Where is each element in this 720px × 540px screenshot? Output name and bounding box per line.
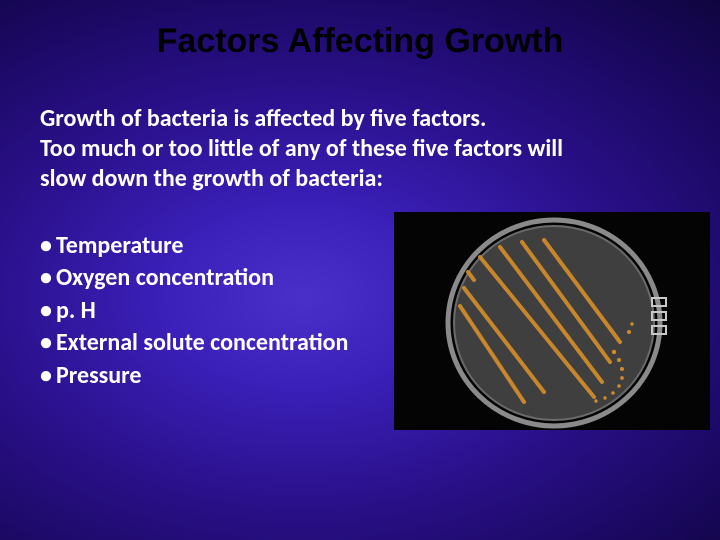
bullet-icon: • <box>40 296 52 325</box>
slide-title-text: Factors Affecting Growth <box>157 22 564 60</box>
list-item-label: Temperature <box>56 231 184 260</box>
list-item: •Temperature <box>40 230 348 262</box>
petri-dish-image <box>394 212 710 430</box>
list-item-label: External solute concentration <box>56 328 348 357</box>
list-item: •p. H <box>40 295 348 327</box>
bullet-icon: • <box>40 263 52 292</box>
slide: Factors Affecting Growth Growth of bacte… <box>0 0 720 540</box>
intro-paragraph: Growth of bacteria is affected by five f… <box>40 104 680 194</box>
list-item-label: Pressure <box>56 361 142 390</box>
bullet-icon: • <box>40 328 52 357</box>
list-item: •Pressure <box>40 360 348 392</box>
petri-dish-svg <box>394 212 710 430</box>
bullet-icon: • <box>40 361 52 390</box>
intro-line-3: slow down the growth of bacteria: <box>40 164 383 193</box>
list-item-label: Oxygen concentration <box>56 263 274 292</box>
intro-line-2: Too much or too little of any of these f… <box>40 134 563 163</box>
intro-line-1: Growth of bacteria is affected by five f… <box>40 104 486 133</box>
bullet-icon: • <box>40 231 52 260</box>
slide-title: Factors Affecting Growth <box>0 22 720 61</box>
list-item: •Oxygen concentration <box>40 262 348 294</box>
factors-list: •Temperature •Oxygen concentration •p. H… <box>40 230 348 392</box>
list-item-label: p. H <box>56 296 96 325</box>
list-item: •External solute concentration <box>40 327 348 359</box>
